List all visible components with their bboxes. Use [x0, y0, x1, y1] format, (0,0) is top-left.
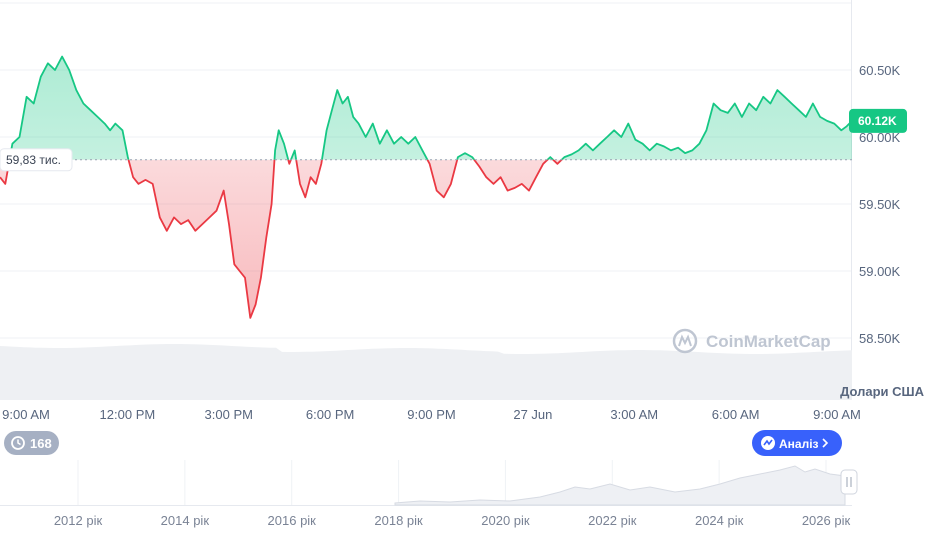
x-tick-label: 3:00 AM: [610, 407, 658, 422]
volume-area: [0, 344, 852, 400]
analysis-button[interactable]: Аналіз: [752, 430, 842, 456]
current-price-badge: 60.12K: [849, 108, 907, 133]
currency-label: Долари США: [840, 384, 925, 399]
analysis-button-label: Аналіз: [779, 437, 819, 451]
navigator-tick-label: 2014 рік: [161, 513, 210, 528]
navigator-tick-label: 2024 рік: [695, 513, 744, 528]
navigator-tick-label: 2018 рік: [374, 513, 423, 528]
baseline-label: 59,83 тис.: [0, 148, 73, 172]
x-tick-label: 6:00 AM: [712, 407, 760, 422]
watermark: CoinMarketCap: [672, 328, 831, 354]
price-line: [0, 55, 852, 319]
watermark-text: CoinMarketCap: [706, 332, 831, 351]
x-tick-label: 9:00 PM: [407, 407, 455, 422]
navigator-handle[interactable]: [840, 469, 858, 495]
y-axis-ticks: 60.50K 60.00K 59.50K 59.00K 58.50K: [859, 63, 901, 346]
price-area: [0, 56, 852, 318]
x-tick-label: 12:00 PM: [100, 407, 156, 422]
coinmarketcap-mark-icon: [678, 334, 692, 347]
baseline-label-text: 59,83 тис.: [6, 153, 61, 167]
navigator-tick-label: 2012 рік: [54, 513, 103, 528]
price-line-down: [0, 159, 563, 319]
y-tick-label: 60.00K: [859, 130, 901, 145]
area-below-baseline: [0, 159, 852, 318]
x-tick-label: 9:00 AM: [2, 407, 50, 422]
x-tick-label: 6:00 PM: [306, 407, 354, 422]
volume-band: [0, 344, 852, 400]
y-tick-label: 59.50K: [859, 197, 901, 212]
history-button[interactable]: 168: [4, 431, 59, 455]
history-count: 168: [30, 436, 52, 451]
y-tick-label: 58.50K: [859, 331, 901, 346]
x-axis-ticks: 9:00 AM 12:00 PM 3:00 PM 6:00 PM 9:00 PM 27 J…: [2, 407, 861, 422]
y-tick-label: 60.50K: [859, 63, 901, 78]
range-navigator[interactable]: 2012 рік 2014 рік 2016 рік 2018 рік 2020 рік…: [0, 460, 858, 528]
x-tick-label: 27 Jun: [513, 407, 552, 422]
navigator-tick-label: 2022 рік: [588, 513, 637, 528]
x-tick-label: 9:00 AM: [813, 407, 861, 422]
gridlines: [0, 2, 852, 339]
coinmarketcap-logo-icon: [672, 328, 698, 354]
navigator-tick-label: 2026 рік: [802, 513, 851, 528]
x-tick-label: 3:00 PM: [205, 407, 253, 422]
history-icon: [11, 436, 25, 450]
current-price-text: 60.12K: [858, 114, 897, 128]
navigator-ticks: 2012 рік 2014 рік 2016 рік 2018 рік 2020 рік…: [54, 513, 851, 528]
navigator-tick-label: 2016 рік: [268, 513, 317, 528]
y-tick-label: 59.00K: [859, 264, 901, 279]
chevron-right-icon: [822, 438, 829, 448]
navigator-tick-label: 2020 рік: [481, 513, 530, 528]
area-above-baseline: [9, 56, 852, 160]
price-line-up: [8, 55, 852, 160]
navigator-area: [394, 465, 846, 506]
